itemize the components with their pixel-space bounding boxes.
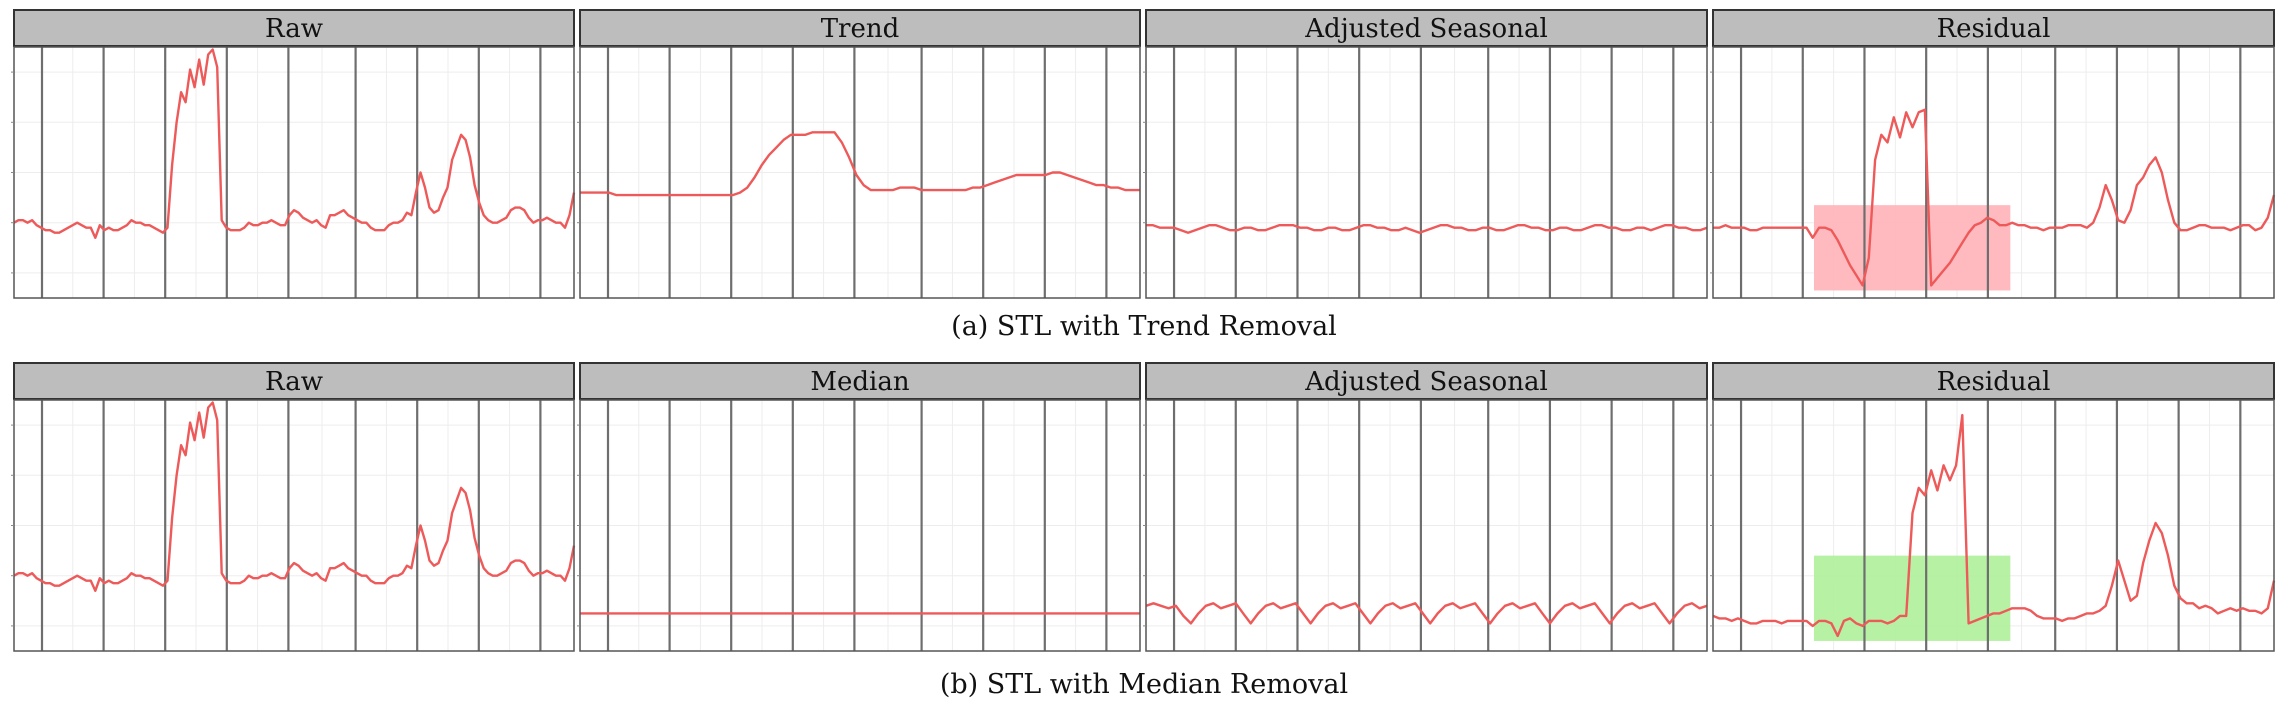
panel-0-1: Trend: [577, 9, 1141, 299]
panel-title: Raw: [265, 14, 323, 44]
panel-0-2: Adjusted Seasonal: [1143, 9, 1708, 299]
strip-header: [1145, 9, 1708, 47]
panel-1-2: Adjusted Seasonal: [1143, 362, 1708, 652]
strip-header: [1145, 362, 1708, 400]
panel-1-1: Median: [577, 362, 1141, 652]
panel-title: Median: [810, 367, 909, 397]
panel-title: Residual: [1937, 14, 2051, 44]
highlight-region: [1813, 555, 2011, 641]
series-line: [1146, 223, 1708, 234]
series-line: [580, 131, 1140, 197]
panel-0-0: Raw: [11, 9, 576, 299]
series-line: [13, 48, 576, 240]
highlight-region: [1813, 205, 2011, 291]
panel-title: Trend: [821, 14, 900, 44]
series-line: [1145, 602, 1708, 625]
caption-median-removal: (b) STL with Median Removal: [939, 669, 1349, 700]
caption-trend-removal: (a) STL with Trend Removal: [951, 311, 1337, 342]
strip-header: [579, 9, 1141, 47]
panel-0-3: Residual: [1710, 9, 2276, 299]
strip-header: [1712, 9, 2275, 47]
panel-1-0: Raw: [11, 362, 576, 652]
series-line: [1713, 108, 2276, 287]
series-line: [1712, 413, 2276, 638]
panel-title: Raw: [265, 367, 323, 397]
strip-header: [13, 9, 575, 47]
strip-header: [1712, 362, 2275, 400]
panel-title: Residual: [1937, 367, 2051, 397]
panel-title: Adjusted Seasonal: [1304, 367, 1548, 397]
strip-header: [579, 362, 1141, 400]
panel-1-3: Residual: [1710, 362, 2276, 652]
panel-title: Adjusted Seasonal: [1304, 14, 1548, 44]
strip-header: [13, 362, 575, 400]
series-line: [13, 401, 576, 592]
